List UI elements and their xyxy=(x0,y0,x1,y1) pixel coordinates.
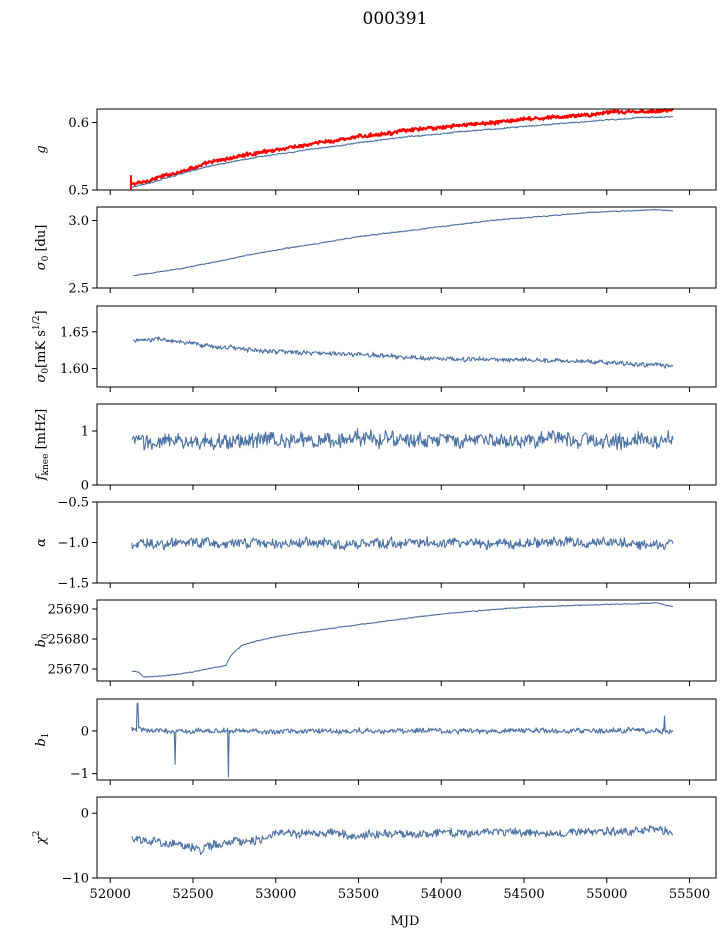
x-tick-label-5: 54500 xyxy=(503,887,544,902)
y-tick-label-sigma0_mks-0: 1.60 xyxy=(60,362,89,377)
x-axis-label: MJD xyxy=(391,914,420,929)
x-tick-label-2: 53000 xyxy=(255,887,296,902)
y-axis-label-g: g xyxy=(34,145,49,153)
y-axis-label-fknee: fknee [mHz] xyxy=(34,409,51,482)
panel-sigma0_mks: 1.60 1.65 σ0[mK s1/2] xyxy=(32,305,717,392)
series-line-alpha-blue xyxy=(131,536,674,551)
x-tick-label-3: 53500 xyxy=(338,887,379,902)
x-tick-label-1: 52500 xyxy=(172,887,213,902)
axes-frame-b0 xyxy=(96,599,717,682)
y-tick-label-sigma0_du-1: 3.0 xyxy=(68,214,89,229)
series-line-sigma0_du-blue xyxy=(133,208,674,277)
y-tick-label-fknee-1: 1 xyxy=(81,425,89,440)
y-tick-label-chi2-1: 0 xyxy=(81,807,89,822)
panel-g: 0.5 0.6 g xyxy=(34,108,717,199)
axes-frame-sigma0_du xyxy=(96,206,717,289)
figure-title: 000391 xyxy=(363,9,428,29)
y-tick-label-b0-0: 25670 xyxy=(48,663,89,678)
series-line-sigma0_mks-blue xyxy=(133,336,674,369)
series-line-g-red xyxy=(131,108,674,186)
series-line-b0-blue xyxy=(131,602,674,678)
y-axis-label-sigma0_du: σ0 [du] xyxy=(34,225,51,271)
y-tick-label-sigma0_mks-1: 1.65 xyxy=(60,325,89,340)
y-axis-label-alpha: α xyxy=(34,538,49,547)
panel-sigma0_du: 2.5 3.0 σ0 [du] xyxy=(34,206,717,297)
axes-frame-fknee xyxy=(96,403,717,486)
axes-frame-g xyxy=(96,108,717,191)
series-line-fknee-blue xyxy=(131,428,674,451)
y-tick-label-alpha-0: −1.5 xyxy=(57,577,89,592)
y-tick-label-b0-2: 25690 xyxy=(48,603,89,618)
axes-frame-chi2 xyxy=(96,796,717,879)
panel-fknee: 0 1 fknee [mHz] xyxy=(34,403,717,494)
panel-b0: 25670 25680 25690 b0 xyxy=(34,599,717,686)
series-line-b1-blue xyxy=(131,702,674,778)
y-axis-label-b1: b1 xyxy=(34,732,51,746)
x-tick-label-4: 54000 xyxy=(421,887,462,902)
axes-frame-sigma0_mks xyxy=(96,305,717,388)
series-line-chi2-blue xyxy=(131,825,674,855)
y-tick-label-b0-1: 25680 xyxy=(48,633,89,648)
y-tick-label-g-1: 0.6 xyxy=(68,116,89,131)
panel-b1: −1 0 b1 xyxy=(34,698,717,785)
y-axis-label-sigma0_mks: σ0[mK s1/2] xyxy=(32,310,51,382)
y-tick-label-chi2-0: −10 xyxy=(62,872,89,887)
y-tick-label-alpha-2: −0.5 xyxy=(57,496,89,511)
panel-alpha: −1.5 −1.0 −0.5 α xyxy=(34,496,717,592)
panel-chi2: −10 0 52000 52500 53000 53500 54000 54500 55000 5… xyxy=(32,796,717,902)
series-line-g-blue xyxy=(131,115,674,188)
y-axis-label-b0: b0 xyxy=(34,633,51,647)
axes-frame-b1 xyxy=(96,698,717,781)
y-tick-label-sigma0_du-0: 2.5 xyxy=(68,282,89,297)
panels: 0.5 0.6 g 2.5 3.0 σ0 [du] 1.60 1.65 σ0[mK s1/2] 0… xyxy=(32,108,717,902)
y-tick-label-fknee-0: 0 xyxy=(81,479,89,494)
y-tick-label-g-0: 0.5 xyxy=(68,184,89,199)
x-tick-label-7: 55500 xyxy=(669,887,710,902)
x-tick-label-6: 55000 xyxy=(586,887,627,902)
y-tick-label-alpha-1: −1.0 xyxy=(57,536,89,551)
y-axis-label-chi2: χ2 xyxy=(32,831,49,846)
y-tick-label-b1-0: −1 xyxy=(70,767,89,782)
y-tick-label-b1-1: 0 xyxy=(81,724,89,739)
x-tick-label-0: 52000 xyxy=(90,887,131,902)
